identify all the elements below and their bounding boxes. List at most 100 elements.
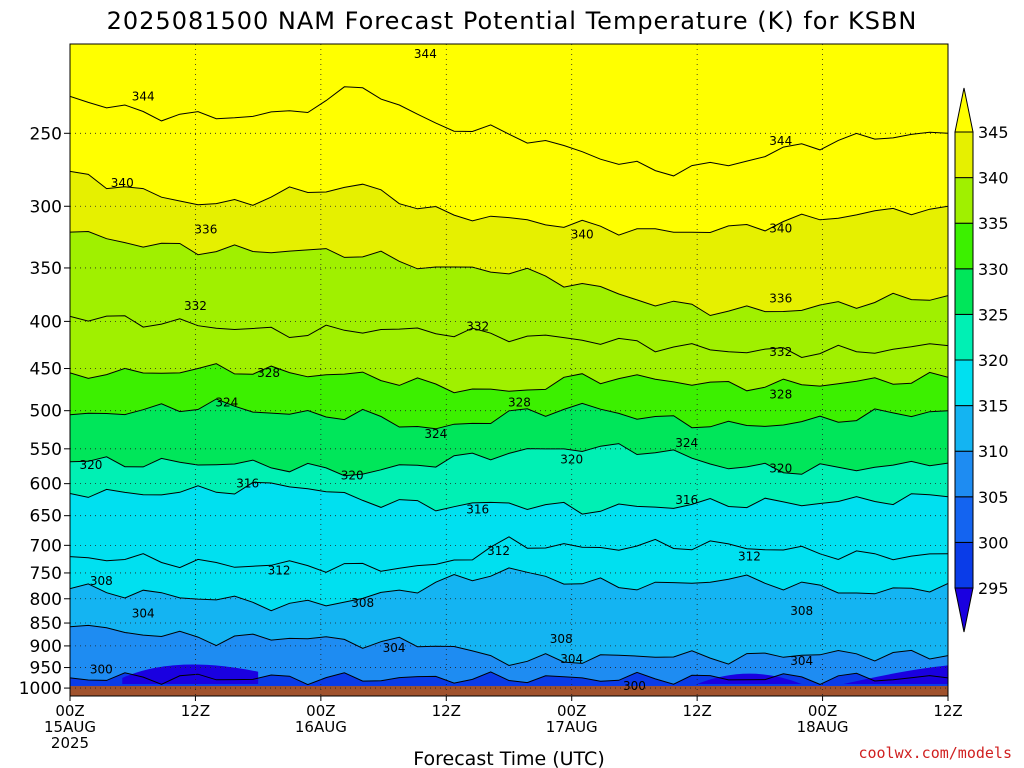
contour-label: 308 [790,604,813,618]
x-tick-label: 12Z [432,702,461,720]
contour-label-text: 328 [257,366,280,380]
contour-label-text: 340 [769,221,792,235]
colorbar-swatch [954,405,974,452]
colorbar-swatch [954,541,974,589]
contour-label-text: 344 [132,89,155,103]
isentrope-308 [70,567,948,612]
x-tick-label: 00Z [557,702,586,720]
isentrope-344 [70,86,948,177]
isentrope-320 [70,443,948,477]
contour-label-text: 336 [769,292,792,306]
contour-label: 300 [90,663,113,677]
colorbar-swatch [954,131,974,179]
contour-label: 328 [769,387,792,401]
cold-pool-3 [843,665,948,685]
contour-label-text: 328 [508,396,531,410]
colorbar-label: 335 [978,214,1009,233]
contour-label-text: 332 [466,319,489,333]
contour-label-text: 316 [236,477,259,491]
contour-label: 328 [508,396,531,410]
contour-label-text: 312 [268,563,291,577]
colorbar-label: 345 [978,123,1009,142]
x-tick-label: 00Z [55,702,84,720]
contour-label-text: 316 [466,502,489,516]
isentrope-328 [70,363,948,394]
colorbar-label: 305 [978,488,1009,507]
contour-label: 304 [790,654,813,668]
contour-label-text: 324 [675,436,698,450]
y-tick-label: 900 [30,637,62,657]
contour-label: 324 [424,427,447,441]
contour-label-text: 316 [675,493,698,507]
colorbar-label: 320 [978,351,1009,370]
contour-label: 316 [466,502,489,516]
grid-lines [70,44,948,696]
y-tick-label: 250 [30,124,62,144]
x-tick-label: 15AUG [44,718,96,736]
contour-label-text: 332 [184,299,207,313]
contour-label: 336 [194,223,217,237]
x-tick-label: 17AUG [546,718,598,736]
y-tick-label: 650 [30,507,62,527]
contour-label: 332 [466,319,489,333]
contour-label-text: 320 [769,462,792,476]
contour-label-text: 344 [414,47,437,61]
isentrope-lines [70,86,948,686]
colorbar-label: 295 [978,579,1009,598]
y-tick-label: 600 [30,475,62,495]
contour-label: 316 [236,477,259,491]
contour-label-text: 304 [383,641,406,655]
contour-label-text: 312 [487,544,510,558]
y-tick-label: 700 [30,536,62,556]
colorbar-label: 300 [978,533,1009,552]
isentrope-300 [70,671,948,686]
isentrope-324 [70,398,948,430]
contour-label-text: 320 [341,469,364,483]
contour-label-text: 320 [560,453,583,467]
colorbar-label: 325 [978,305,1009,324]
contour-label: 308 [90,574,113,588]
colorbar-label: 330 [978,260,1009,279]
contour-label-text: 304 [132,607,155,621]
contour-label-text: 328 [769,387,792,401]
y-tick-label: 750 [30,564,62,584]
x-axis-label: Forecast Time (UTC) [413,748,604,768]
contour-label: 324 [675,436,698,450]
contour-label: 336 [769,292,792,306]
ground-layer [70,686,948,696]
x-tick-label: 12Z [682,702,711,720]
contour-label: 332 [769,345,792,359]
contour-label: 312 [487,544,510,558]
y-tick-label: 1000 [19,679,62,699]
contour-label: 312 [268,563,291,577]
contour-label-text: 336 [194,223,217,237]
x-tick-label: 00Z [306,702,335,720]
colorbar-swatch [954,313,974,361]
contour-label-text: 304 [790,654,813,668]
y-tick-label: 800 [30,590,62,610]
contour-label-text: 320 [79,458,102,472]
contour-label: 344 [414,47,437,61]
contour-label: 308 [550,632,573,646]
credit-text: coolwx.com/models [858,744,1012,762]
x-tick-label: 2025 [51,734,89,752]
y-tick-label: 850 [30,614,62,634]
contour-label: 340 [769,221,792,235]
contour-label: 320 [769,462,792,476]
contour-label-text: 332 [769,345,792,359]
contour-label: 316 [675,493,698,507]
contour-label: 340 [571,228,594,242]
isentrope-340 [70,170,948,236]
plot-frame [69,43,949,697]
colorbar-swatch [954,359,974,407]
colorbar-label: 315 [978,397,1009,416]
isentrope-332 [70,315,948,359]
contour-label-text: 344 [769,134,792,148]
contour-label-text: 300 [623,679,646,693]
x-tick-label: 18AUG [797,718,849,736]
colorbar-swatch [954,450,974,498]
contour-label: 304 [132,607,155,621]
contour-label-text: 308 [90,574,113,588]
